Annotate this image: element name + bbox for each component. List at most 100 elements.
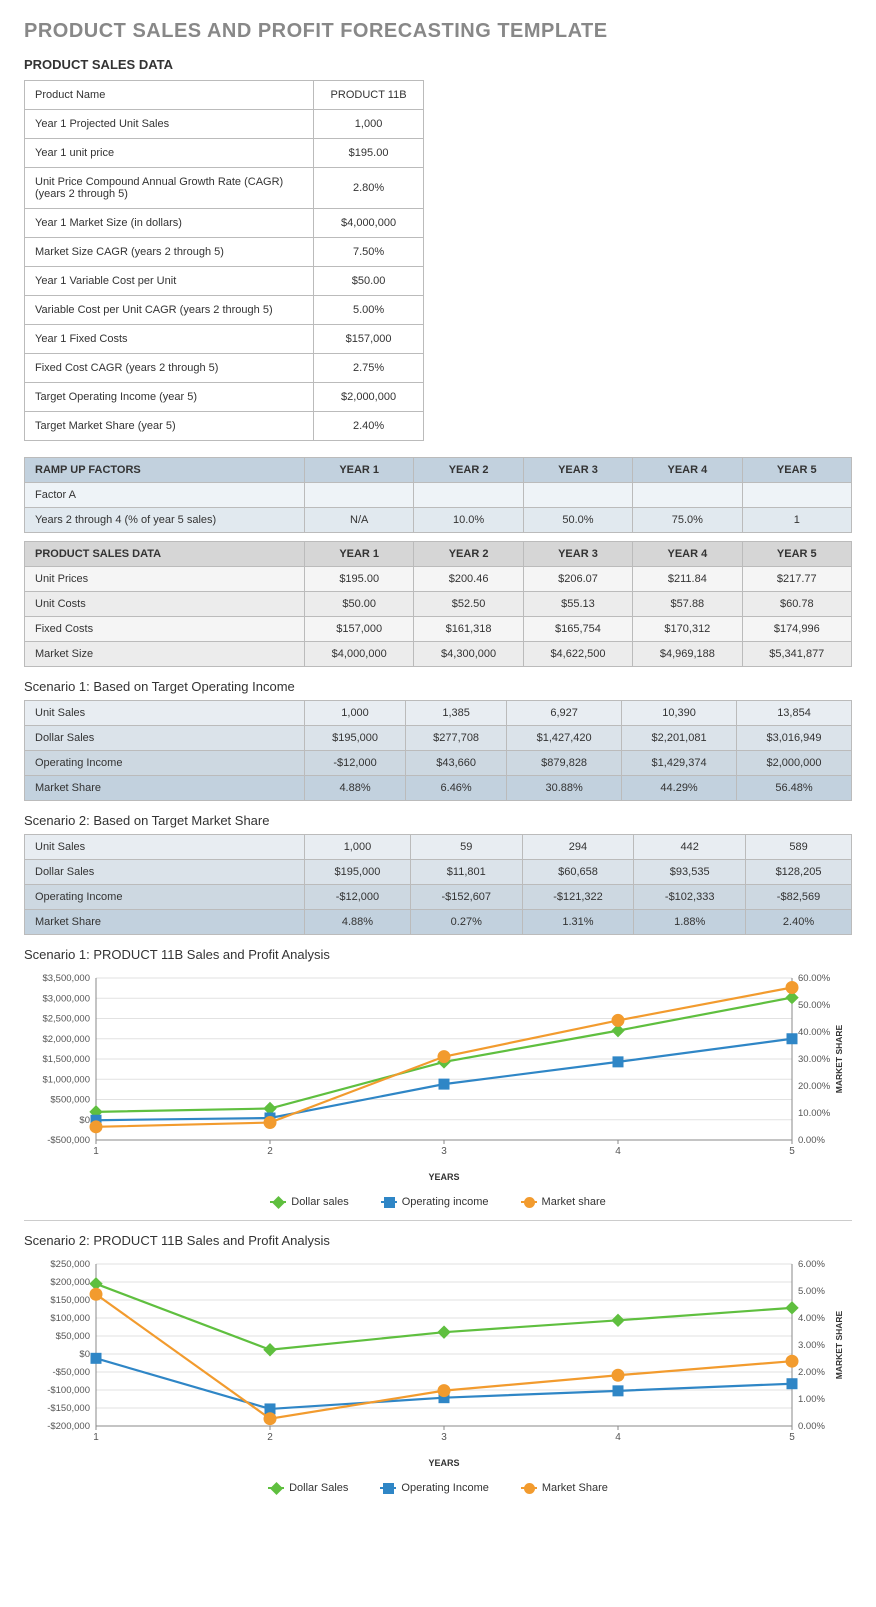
input-row-value: 2.80% [314, 168, 424, 209]
chart2-title: Scenario 2: PRODUCT 11B Sales and Profit… [24, 1233, 852, 1248]
table-cell: -$121,322 [522, 885, 634, 910]
svg-text:2: 2 [267, 1146, 273, 1157]
input-row-label: Year 1 Projected Unit Sales [25, 110, 314, 139]
table-cell: 75.0% [633, 508, 742, 533]
table-cell: $277,708 [406, 726, 507, 751]
product-sales-data-heading: PRODUCT SALES DATA [24, 57, 852, 72]
table-cell: $4,000,000 [305, 642, 414, 667]
table-cell: 10,390 [622, 701, 737, 726]
input-row-value: $50.00 [314, 267, 424, 296]
svg-text:$0: $0 [79, 1115, 90, 1126]
svg-text:6.00%: 6.00% [798, 1259, 825, 1270]
table-cell: 1.31% [522, 910, 634, 935]
svg-text:-$50,000: -$50,000 [52, 1367, 90, 1378]
svg-text:2.00%: 2.00% [798, 1367, 825, 1378]
table-cell: 294 [522, 835, 634, 860]
table-cell: $57.88 [633, 592, 742, 617]
input-row-value: 7.50% [314, 238, 424, 267]
chart1-title: Scenario 1: PRODUCT 11B Sales and Profit… [24, 947, 852, 962]
svg-text:5: 5 [789, 1432, 795, 1443]
table-row-label: Dollar Sales [25, 860, 305, 885]
table-row-label: Operating Income [25, 885, 305, 910]
legend-item: Dollar sales [270, 1196, 348, 1208]
svg-text:5: 5 [789, 1146, 795, 1157]
svg-text:MARKET SHARE: MARKET SHARE [834, 1024, 844, 1093]
table-header-year: YEAR 2 [414, 542, 523, 567]
input-row-value: 2.40% [314, 412, 424, 441]
ramp-up-table: RAMP UP FACTORSYEAR 1YEAR 2YEAR 3YEAR 4Y… [24, 457, 852, 533]
svg-text:$250,000: $250,000 [50, 1259, 90, 1270]
table-cell: 56.48% [737, 776, 852, 801]
table-cell [633, 483, 742, 508]
table-row-label: Unit Costs [25, 592, 305, 617]
table-cell: $1,427,420 [507, 726, 622, 751]
table-cell: N/A [305, 508, 414, 533]
legend-item: Market share [521, 1196, 606, 1208]
table-cell [742, 483, 851, 508]
scenario2-table: Unit Sales1,00059294442589Dollar Sales$1… [24, 834, 852, 935]
table-cell: $60,658 [522, 860, 634, 885]
svg-text:40.00%: 40.00% [798, 1027, 831, 1038]
table-cell: -$12,000 [305, 751, 406, 776]
svg-text:$1,000,000: $1,000,000 [42, 1074, 90, 1085]
input-row-label: Target Operating Income (year 5) [25, 383, 314, 412]
table-cell: 4.88% [305, 910, 411, 935]
svg-text:4: 4 [615, 1432, 621, 1443]
inputs-table: Product NamePRODUCT 11BYear 1 Projected … [24, 80, 424, 441]
table-cell: $165,754 [523, 617, 632, 642]
table-cell: 30.88% [507, 776, 622, 801]
input-row-label: Product Name [25, 81, 314, 110]
input-row-label: Target Market Share (year 5) [25, 412, 314, 441]
svg-text:3.00%: 3.00% [798, 1340, 825, 1351]
svg-text:1: 1 [93, 1432, 99, 1443]
input-row-value: $157,000 [314, 325, 424, 354]
svg-text:3: 3 [441, 1146, 447, 1157]
table-cell: 13,854 [737, 701, 852, 726]
svg-text:3: 3 [441, 1432, 447, 1443]
svg-text:$1,500,000: $1,500,000 [42, 1054, 90, 1065]
input-row-value: 2.75% [314, 354, 424, 383]
table-cell: 1,000 [305, 701, 406, 726]
input-row-label: Year 1 Fixed Costs [25, 325, 314, 354]
table-cell: 0.27% [410, 910, 522, 935]
table-row-label: Fixed Costs [25, 617, 305, 642]
table-row-label: Market Share [25, 910, 305, 935]
svg-text:$0: $0 [79, 1349, 90, 1360]
svg-text:0.00%: 0.00% [798, 1421, 825, 1432]
table-cell: 1,385 [406, 701, 507, 726]
svg-text:4: 4 [615, 1146, 621, 1157]
legend-item: Operating Income [380, 1482, 488, 1494]
table-cell: 1,000 [305, 835, 411, 860]
table-cell: $879,828 [507, 751, 622, 776]
svg-text:$150,000: $150,000 [50, 1295, 90, 1306]
table-header-year: YEAR 1 [305, 542, 414, 567]
input-row-label: Unit Price Compound Annual Growth Rate (… [25, 168, 314, 209]
svg-text:60.00%: 60.00% [798, 973, 831, 984]
svg-text:10.00%: 10.00% [798, 1108, 831, 1119]
table-header-year: YEAR 5 [742, 542, 851, 567]
table-cell: $3,016,949 [737, 726, 852, 751]
table-cell: -$82,569 [746, 885, 852, 910]
table-header-year: YEAR 2 [414, 458, 523, 483]
svg-text:YEARS: YEARS [428, 1458, 459, 1468]
table-cell: 4.88% [305, 776, 406, 801]
svg-text:0.00%: 0.00% [798, 1135, 825, 1146]
table-cell: $161,318 [414, 617, 523, 642]
table-cell: $2,201,081 [622, 726, 737, 751]
svg-text:$500,000: $500,000 [50, 1095, 90, 1106]
chart1-legend: Dollar sales Operating income Market share [24, 1196, 852, 1208]
table-cell [414, 483, 523, 508]
table-header-year: YEAR 1 [305, 458, 414, 483]
page-title: PRODUCT SALES AND PROFIT FORECASTING TEM… [24, 20, 852, 43]
table-cell: $200.46 [414, 567, 523, 592]
svg-text:5.00%: 5.00% [798, 1286, 825, 1297]
input-row-value: 1,000 [314, 110, 424, 139]
table-header-year: YEAR 3 [523, 542, 632, 567]
input-row-label: Year 1 unit price [25, 139, 314, 168]
table-header-year: YEAR 3 [523, 458, 632, 483]
svg-text:30.00%: 30.00% [798, 1054, 831, 1065]
input-row-label: Variable Cost per Unit CAGR (years 2 thr… [25, 296, 314, 325]
legend-item: Operating income [381, 1196, 489, 1208]
table-cell: 1.88% [634, 910, 746, 935]
input-row-label: Fixed Cost CAGR (years 2 through 5) [25, 354, 314, 383]
